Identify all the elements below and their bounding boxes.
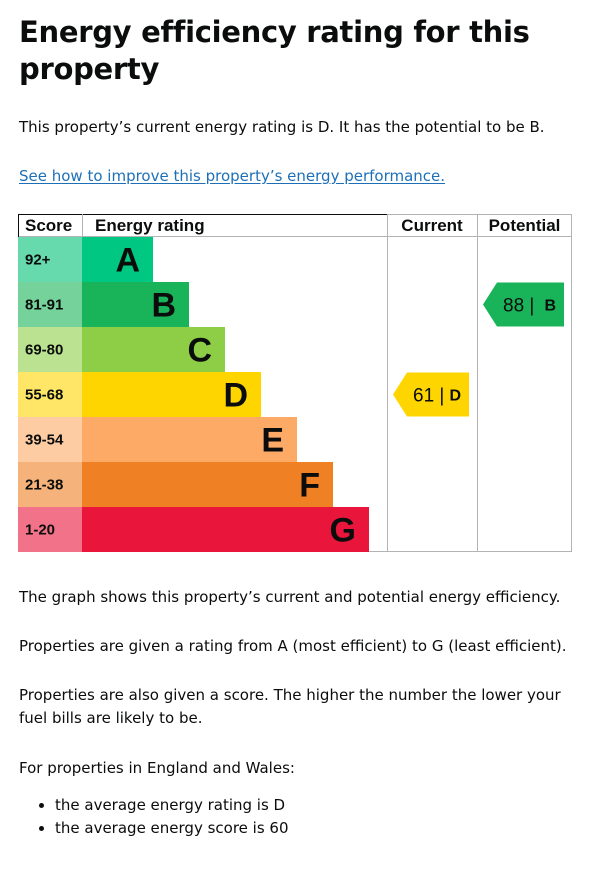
score-label-d: 55-68 [25, 387, 63, 404]
band-letter-f: F [299, 467, 320, 505]
band-bar-b [82, 282, 189, 327]
improve-performance-link[interactable]: See how to improve this property’s energ… [19, 167, 446, 185]
score-cell-c [18, 327, 82, 372]
score-cell-f [18, 462, 82, 507]
score-label-f: 21-38 [25, 477, 63, 494]
band-letter-e: E [261, 422, 284, 460]
intro-text: This property’s current energy rating is… [19, 118, 545, 136]
band-letter-a: A [115, 242, 140, 280]
average-rating-item: the average energy rating is D [55, 794, 289, 817]
score-label-e: 39-54 [25, 432, 64, 449]
band-letter-g: G [330, 512, 356, 550]
band-bar-a [82, 237, 153, 282]
average-score-item: the average energy score is 60 [55, 817, 289, 840]
score-label-c: 69-80 [25, 342, 63, 359]
score-description: Properties are also given a score. The h… [19, 686, 561, 727]
energy-rating-graph: Score Energy rating Current Potential 92+ A 81… [18, 214, 572, 552]
current-arrow [393, 372, 469, 417]
header-energy-rating: Energy rating [95, 216, 205, 235]
graph-description: The graph shows this property’s current … [19, 588, 561, 606]
band-letter-d: D [223, 377, 248, 415]
band-letter-c: C [187, 332, 212, 370]
band-bar-e [82, 417, 297, 462]
current-rating-letter: D [449, 388, 461, 405]
rating-description: Properties are given a rating from A (mo… [19, 637, 567, 655]
energy-rating-chart: Score Energy rating Current Potential 92+ A 81… [18, 214, 572, 552]
band-letter-b: B [151, 287, 176, 325]
current-score-value: 61 | [413, 386, 444, 407]
score-cell-a [18, 237, 82, 282]
score-label-a: 92+ [25, 252, 51, 269]
potential-score-value: 88 | [503, 296, 534, 317]
header-potential: Potential [489, 216, 561, 235]
page-title: Energy efficiency rating for this proper… [19, 15, 530, 86]
band-bar-f [82, 462, 333, 507]
score-cell-d [18, 372, 82, 417]
band-bar-d [82, 372, 261, 417]
score-label-b: 81-91 [25, 297, 63, 314]
score-label-g: 1-20 [25, 522, 55, 539]
region-description: For properties in England and Wales: [19, 759, 295, 777]
header-score: Score [25, 216, 72, 235]
band-bar-g [82, 507, 369, 552]
band-bar-c [82, 327, 225, 372]
potential-arrow [483, 282, 564, 327]
potential-rating-letter: B [544, 298, 556, 315]
header-current: Current [401, 216, 463, 235]
score-cell-b [18, 282, 82, 327]
score-cell-g [18, 507, 82, 552]
score-cell-e [18, 417, 82, 462]
average-list: the average energy rating is D the avera… [19, 794, 289, 840]
